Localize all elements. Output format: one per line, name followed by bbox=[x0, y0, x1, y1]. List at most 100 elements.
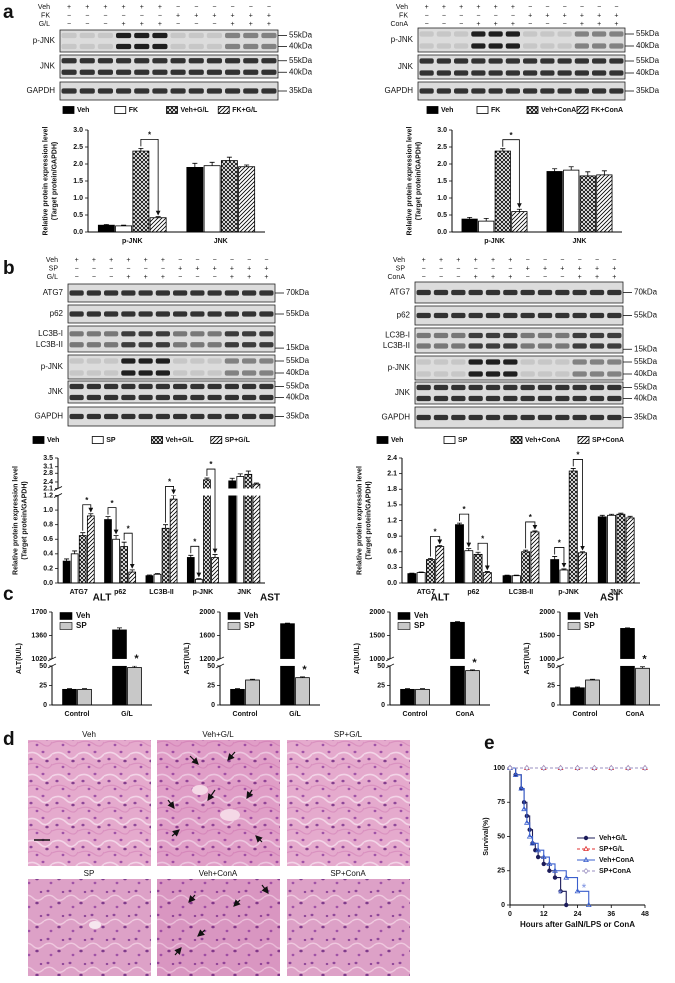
legend-swatch bbox=[443, 436, 456, 444]
condition-sign: + bbox=[267, 21, 271, 28]
band bbox=[609, 58, 624, 64]
band bbox=[488, 31, 503, 37]
band bbox=[485, 312, 501, 319]
band bbox=[121, 394, 136, 401]
band bbox=[523, 43, 538, 49]
y-tick-label: 2.4 bbox=[387, 455, 397, 462]
condition-sign: − bbox=[75, 265, 79, 272]
band bbox=[190, 342, 205, 348]
band bbox=[206, 69, 222, 75]
significance-star: * bbox=[148, 130, 152, 139]
legend-label: Veh bbox=[414, 611, 428, 620]
significance-bracket bbox=[430, 536, 443, 557]
band bbox=[436, 43, 451, 49]
condition-sign: − bbox=[494, 12, 498, 19]
legend-swatch bbox=[59, 612, 73, 620]
condition-sign: + bbox=[103, 4, 107, 11]
significance-bracket bbox=[165, 486, 177, 523]
band bbox=[225, 43, 241, 50]
y-tick-label: 0.5 bbox=[437, 212, 447, 219]
band bbox=[242, 370, 257, 376]
condition-sign: − bbox=[526, 257, 530, 264]
condition-sign: + bbox=[580, 21, 584, 28]
band bbox=[173, 370, 188, 376]
point bbox=[574, 765, 581, 771]
condition-sign: − bbox=[176, 4, 180, 11]
band bbox=[104, 311, 119, 317]
legend-swatch bbox=[397, 622, 411, 630]
y-tick-label: 2.8 bbox=[43, 470, 53, 477]
band bbox=[592, 88, 607, 94]
band bbox=[540, 88, 555, 94]
legend-swatch bbox=[151, 436, 163, 444]
band bbox=[451, 332, 466, 339]
band bbox=[537, 371, 553, 377]
band bbox=[557, 43, 572, 49]
bar bbox=[415, 688, 430, 706]
bar bbox=[502, 575, 512, 584]
band bbox=[224, 370, 239, 376]
condition-sign: − bbox=[545, 4, 549, 11]
band bbox=[451, 414, 466, 421]
band bbox=[555, 312, 570, 319]
significance-star: * bbox=[110, 499, 114, 508]
error-bar bbox=[409, 572, 415, 574]
band-label: p-JNK bbox=[33, 36, 56, 45]
axis-break bbox=[556, 658, 660, 666]
condition-sign: − bbox=[212, 4, 216, 11]
condition-sign: + bbox=[158, 21, 162, 28]
band bbox=[79, 43, 95, 50]
error-bar bbox=[138, 147, 144, 152]
band bbox=[520, 343, 535, 349]
band bbox=[86, 311, 101, 317]
band bbox=[520, 395, 535, 402]
band-label: p-JNK bbox=[391, 35, 414, 44]
significance-star: * bbox=[193, 537, 197, 546]
band bbox=[206, 43, 222, 50]
band bbox=[138, 358, 153, 364]
band bbox=[69, 383, 84, 390]
condition-sign: − bbox=[425, 21, 429, 28]
band bbox=[61, 58, 77, 64]
error-bar bbox=[470, 669, 475, 671]
arrow bbox=[189, 755, 199, 765]
significance-star: * bbox=[481, 534, 485, 543]
survival-curve bbox=[510, 767, 590, 905]
error-bar bbox=[88, 513, 94, 516]
error-bar bbox=[532, 530, 538, 532]
y-tick-label: 1360 bbox=[31, 632, 47, 639]
point bbox=[564, 902, 569, 908]
band bbox=[574, 43, 589, 49]
legend-label: FK+ConA bbox=[591, 107, 623, 114]
band bbox=[592, 58, 607, 64]
band bbox=[69, 394, 84, 401]
band bbox=[259, 290, 274, 296]
band bbox=[537, 414, 553, 421]
band bbox=[69, 358, 84, 364]
band bbox=[555, 289, 570, 296]
bar bbox=[78, 535, 87, 584]
band bbox=[79, 58, 95, 64]
blot-row bbox=[417, 27, 626, 53]
arrow bbox=[233, 899, 241, 907]
marker-label: 40kDa bbox=[289, 67, 313, 76]
band bbox=[468, 384, 483, 391]
error-bar bbox=[163, 524, 169, 529]
y-tick-label: 0.0 bbox=[437, 229, 447, 236]
band bbox=[537, 343, 553, 349]
condition-sign: + bbox=[213, 265, 217, 272]
band bbox=[242, 290, 257, 296]
error-bar bbox=[105, 516, 111, 520]
condition-sign: + bbox=[543, 265, 547, 272]
y-tick-label: 25 bbox=[497, 868, 505, 875]
band bbox=[170, 69, 186, 75]
legend-swatch bbox=[166, 106, 178, 114]
condition-sign: + bbox=[264, 274, 268, 281]
legend-swatch bbox=[227, 622, 241, 630]
bar bbox=[596, 174, 613, 233]
significance-star: * bbox=[302, 664, 307, 676]
histology-image bbox=[287, 740, 410, 866]
band bbox=[589, 343, 605, 349]
legend-label: Veh bbox=[244, 611, 258, 620]
